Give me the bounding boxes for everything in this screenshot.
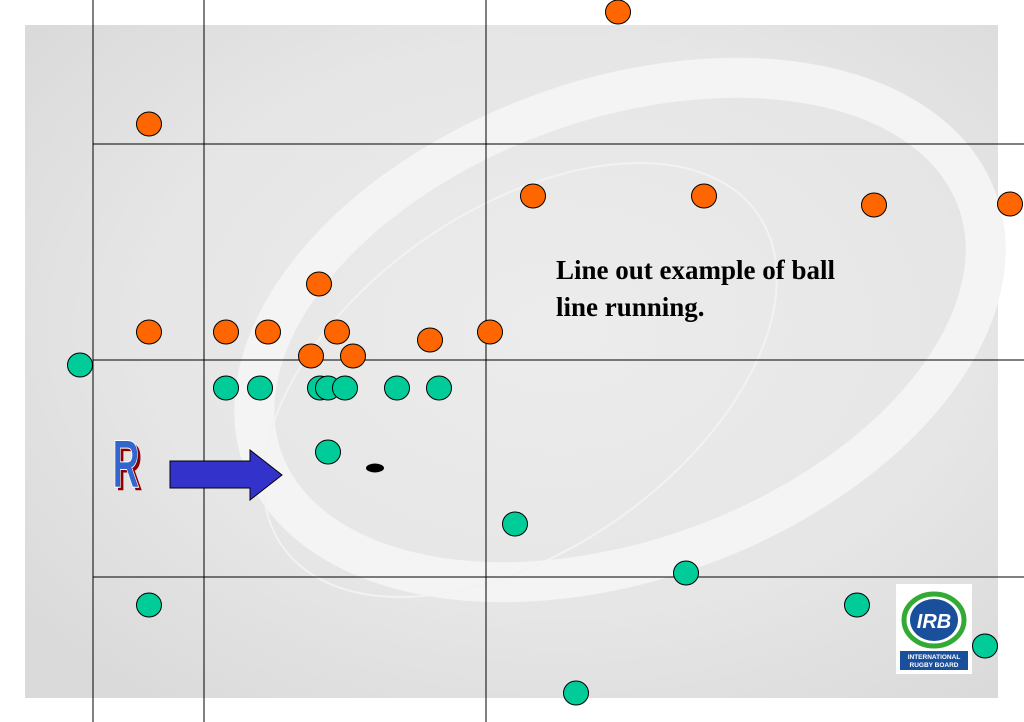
green-player <box>213 375 239 401</box>
orange-player <box>417 327 443 353</box>
marker-letter-shadow: R <box>115 428 142 505</box>
orange-player <box>136 111 162 137</box>
green-player <box>67 352 93 378</box>
orange-player <box>605 0 631 25</box>
marker-letter: R <box>112 425 139 502</box>
orange-player <box>861 192 887 218</box>
logo-ring <box>901 591 967 649</box>
logo-text: RUGBY BOARD <box>910 662 959 669</box>
orange-player <box>213 319 239 345</box>
green-player <box>673 560 699 586</box>
green-player <box>247 375 273 401</box>
ball <box>366 463 384 473</box>
orange-player <box>306 271 332 297</box>
green-player <box>136 592 162 618</box>
orange-player <box>997 191 1023 217</box>
orange-player <box>298 343 324 369</box>
green-player <box>332 375 358 401</box>
players <box>67 0 1023 706</box>
orange-player <box>691 183 717 209</box>
caption-line: line running. <box>556 292 705 322</box>
caption-line: Line out example of ball <box>556 255 836 285</box>
field-lines <box>92 0 1024 722</box>
orange-player <box>136 319 162 345</box>
green-player <box>426 375 452 401</box>
green-player <box>844 592 870 618</box>
orange-player <box>477 319 503 345</box>
orange-player <box>520 183 546 209</box>
logo-ball <box>910 599 958 641</box>
background-swirl <box>262 162 778 598</box>
irb-logo: IRB INTERNATIONAL RUGBY BOARD <box>896 584 972 674</box>
orange-player <box>255 319 281 345</box>
green-player <box>315 439 341 465</box>
green-player <box>502 511 528 537</box>
logo-text: INTERNATIONAL <box>908 654 961 661</box>
logo-band <box>900 651 968 670</box>
green-player <box>384 375 410 401</box>
orange-player <box>324 319 350 345</box>
arrow <box>169 448 283 502</box>
green-player <box>563 680 589 706</box>
green-player <box>972 633 998 659</box>
orange-player <box>340 343 366 369</box>
logo-initials: IRB <box>917 611 951 633</box>
